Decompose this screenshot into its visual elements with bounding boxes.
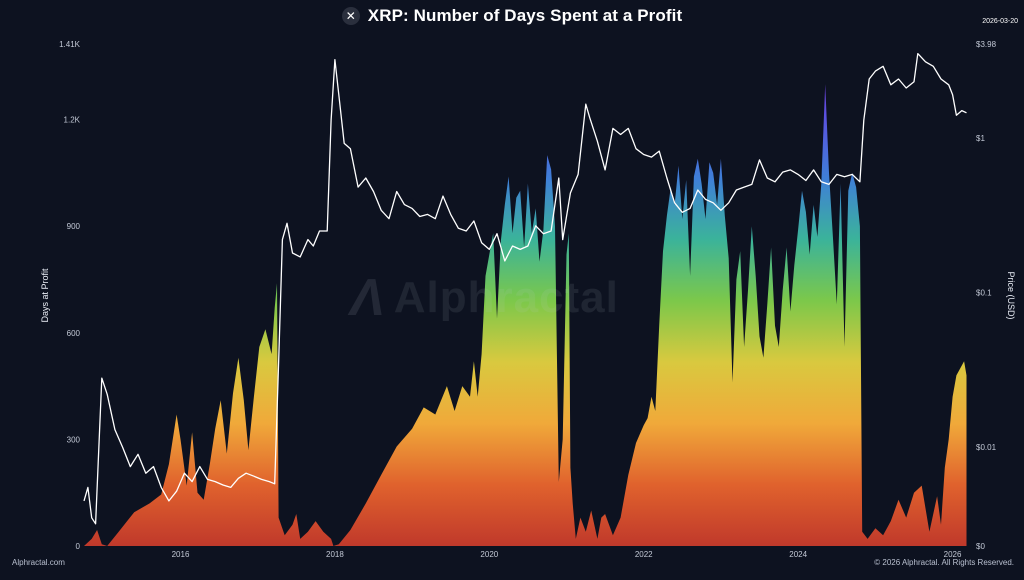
days-at-profit-area	[84, 84, 967, 546]
chart-header: ✕ XRP: Number of Days Spent at a Profit	[0, 6, 1024, 26]
y-left-tick-label: 600	[67, 329, 81, 338]
y-left-tick-label: 300	[67, 435, 81, 444]
y-left-tick-label: 900	[67, 222, 81, 231]
x-logo-icon: ✕	[341, 7, 360, 25]
y-right-axis-label: Price (USD)	[1006, 271, 1016, 319]
y-left-tick-label: 0	[76, 542, 81, 551]
x-tick-label: 2022	[635, 550, 653, 559]
x-tick-label: 2026	[944, 550, 962, 559]
watermark: Λ Alphractal	[350, 268, 619, 328]
y-left-top-label: 1.41K	[59, 40, 81, 49]
footer-copyright: © 2026 Alphractal. All Rights Reserved.	[874, 558, 1014, 567]
x-tick-label: 2018	[326, 550, 344, 559]
y-right-tick-label: $0.1	[976, 289, 992, 298]
y-right-bottom-label: $0	[976, 542, 985, 551]
footer-source: Alphractal.com	[12, 558, 65, 567]
date-badge: 2026-03-20	[982, 18, 1018, 25]
x-tick-label: 2016	[172, 550, 190, 559]
x-tick-label: 2024	[789, 550, 807, 559]
watermark-text: Alphractal	[393, 273, 619, 322]
y-right-top-label: $3.98	[976, 40, 997, 49]
y-right-tick-label: $0.01	[976, 443, 997, 452]
y-left-axis-label: Days at Profit	[40, 268, 50, 323]
chart-title: XRP: Number of Days Spent at a Profit	[367, 6, 683, 25]
x-tick-label: 2020	[480, 550, 498, 559]
watermark-logo-icon: Λ	[350, 269, 386, 327]
y-right-tick-label: $1	[976, 134, 985, 143]
price-line	[83, 52, 967, 525]
y-left-tick-label: 1.2K	[64, 116, 81, 125]
